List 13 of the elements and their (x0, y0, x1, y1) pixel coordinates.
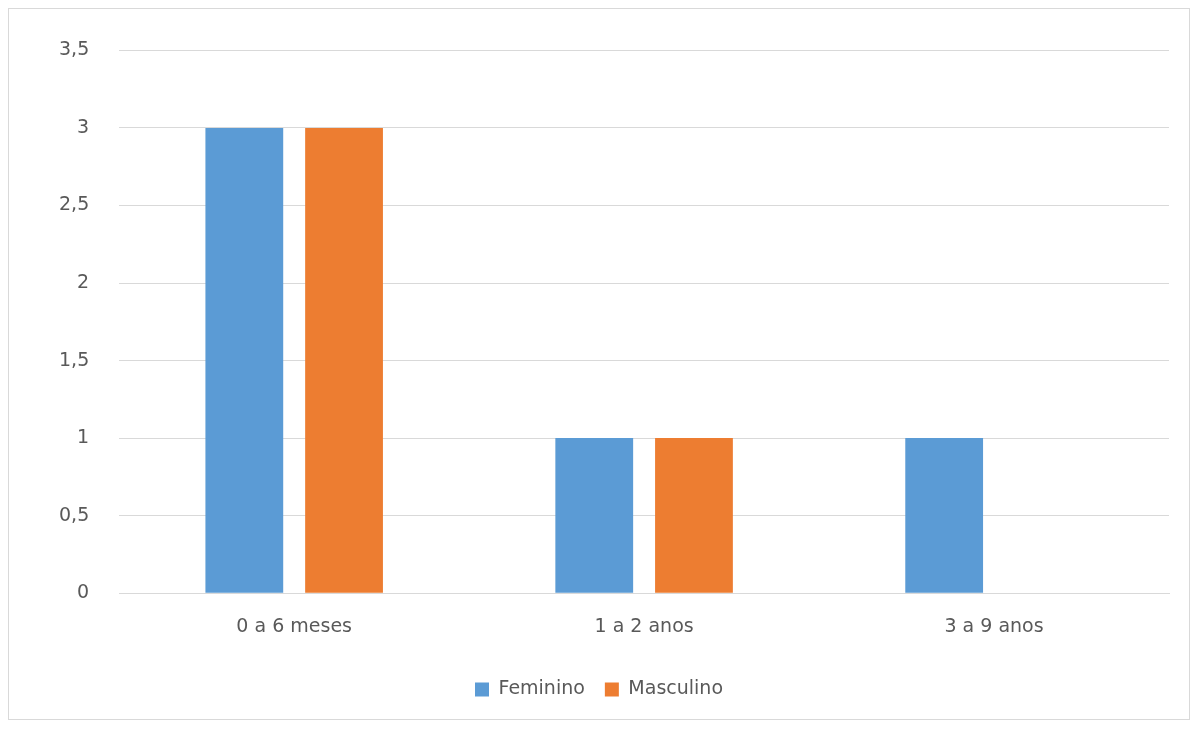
y-tick-label: 1 (77, 425, 90, 448)
x-tick-label: 1 a 2 anos (594, 613, 694, 636)
legend-label: Feminino (498, 676, 585, 699)
y-tick-label: 0,5 (59, 502, 90, 525)
x-tick-label: 3 a 9 anos (944, 613, 1044, 636)
y-tick-label: 2,5 (59, 192, 90, 215)
y-tick-label: 1,5 (59, 347, 90, 370)
legend-label: Masculino (628, 676, 724, 699)
y-tick-label: 0 (77, 580, 90, 603)
y-tick-label: 2 (77, 269, 90, 292)
y-tick-label: 3 (77, 114, 90, 137)
y-tick-label: 3,5 (59, 37, 90, 60)
x-tick-label: 0 a 6 meses (236, 613, 352, 636)
